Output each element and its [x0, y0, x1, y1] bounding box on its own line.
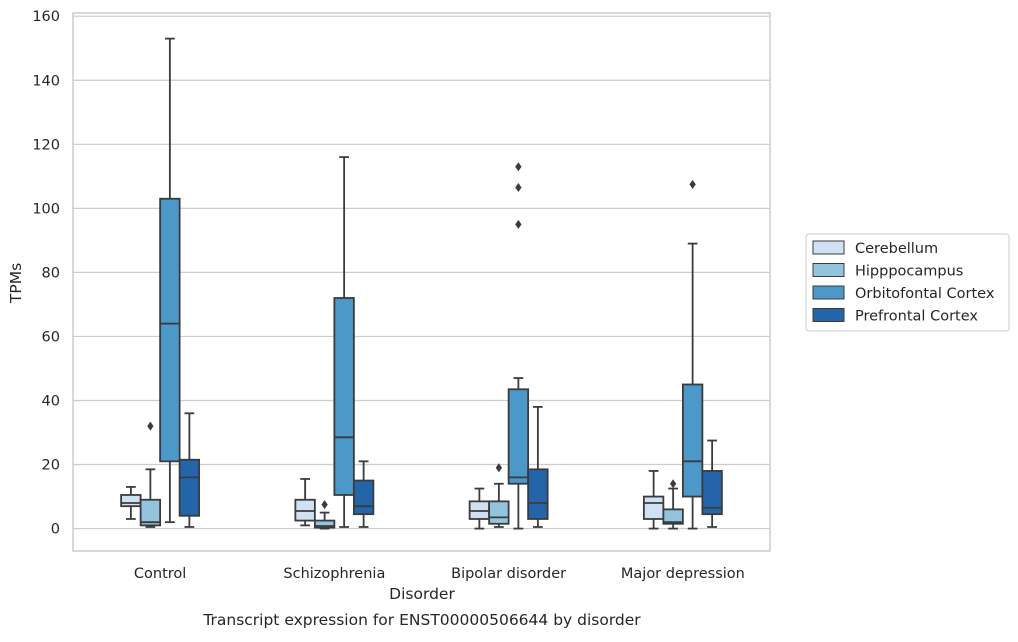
box-group [681, 179, 704, 530]
y-tick-label: 60 [42, 329, 60, 345]
y-tick-label: 40 [42, 393, 60, 409]
box-group [159, 37, 181, 524]
y-tick-label: 80 [42, 265, 60, 281]
box-group [120, 486, 142, 520]
outlier-point [495, 463, 503, 473]
box-iqr [488, 500, 510, 525]
box-iqr [333, 297, 355, 496]
x-tick-label: Bipolar disorder [451, 566, 566, 582]
y-axis-label: TPMs [7, 263, 25, 304]
legend-label: Prefrontal Cortex [855, 309, 978, 325]
legend-swatch [812, 263, 845, 277]
outlier-point [515, 219, 522, 229]
box-group [662, 479, 684, 530]
box-group [333, 156, 355, 528]
y-tick-label: 20 [42, 458, 60, 474]
y-tick-label: 140 [32, 73, 60, 89]
legend-label: Orbitofontal Cortex [855, 286, 995, 302]
box-group [488, 463, 510, 528]
legend-label: Cerebellum [855, 241, 938, 257]
x-tick-label: Control [134, 566, 186, 582]
box-iqr [120, 494, 142, 508]
legend-label: Hipppocampus [855, 264, 963, 280]
legend-swatch [812, 308, 845, 322]
box-group [642, 470, 665, 530]
box-group [701, 439, 723, 528]
box-iqr [662, 508, 684, 525]
box-group [352, 460, 375, 528]
box-group [507, 162, 530, 530]
outlier-point [689, 179, 696, 189]
legend: Cerebellum Hipppocampus Orbitofontal Corte… [805, 233, 1010, 332]
outlier-point [669, 479, 677, 489]
legend-swatch [812, 240, 845, 255]
outlier-point [515, 162, 522, 172]
legend-swatch [812, 285, 845, 300]
y-tick-label: 100 [32, 201, 60, 217]
x-tick-label: Major depression [621, 566, 745, 582]
box-group [139, 421, 162, 528]
y-tick-label: 120 [32, 137, 60, 153]
x-axis-ticks: Control Schizophrenia Bipolar disorder Majo… [134, 566, 745, 582]
legend-frame [805, 233, 1010, 332]
box-iqr [642, 495, 665, 520]
box-iqr [681, 383, 704, 498]
chart-caption: Transcript expression for ENST0000050664… [202, 611, 641, 629]
box-group [178, 412, 201, 528]
outlier-point [147, 421, 154, 431]
box-iqr [701, 470, 723, 516]
outlier-point [515, 183, 522, 193]
x-axis-label: Disorder [389, 585, 455, 603]
box-iqr [352, 479, 375, 516]
box-group [527, 405, 549, 528]
plot-area-frame [72, 12, 771, 552]
box-iqr [139, 498, 162, 527]
box-iqr [159, 197, 181, 463]
box-iqr [507, 388, 530, 485]
y-axis-ticks: 0 20 40 60 80 100 120 140 160 [32, 9, 60, 537]
boxes [120, 37, 723, 530]
y-tick-label: 0 [51, 522, 60, 538]
box-iqr [178, 458, 201, 517]
box-iqr [313, 519, 336, 529]
box-group [313, 500, 336, 530]
box-iqr [527, 468, 549, 520]
box-group [294, 478, 316, 527]
y-tick-label: 160 [32, 9, 60, 25]
x-tick-label: Schizophrenia [283, 566, 385, 582]
outlier-point [321, 500, 328, 510]
